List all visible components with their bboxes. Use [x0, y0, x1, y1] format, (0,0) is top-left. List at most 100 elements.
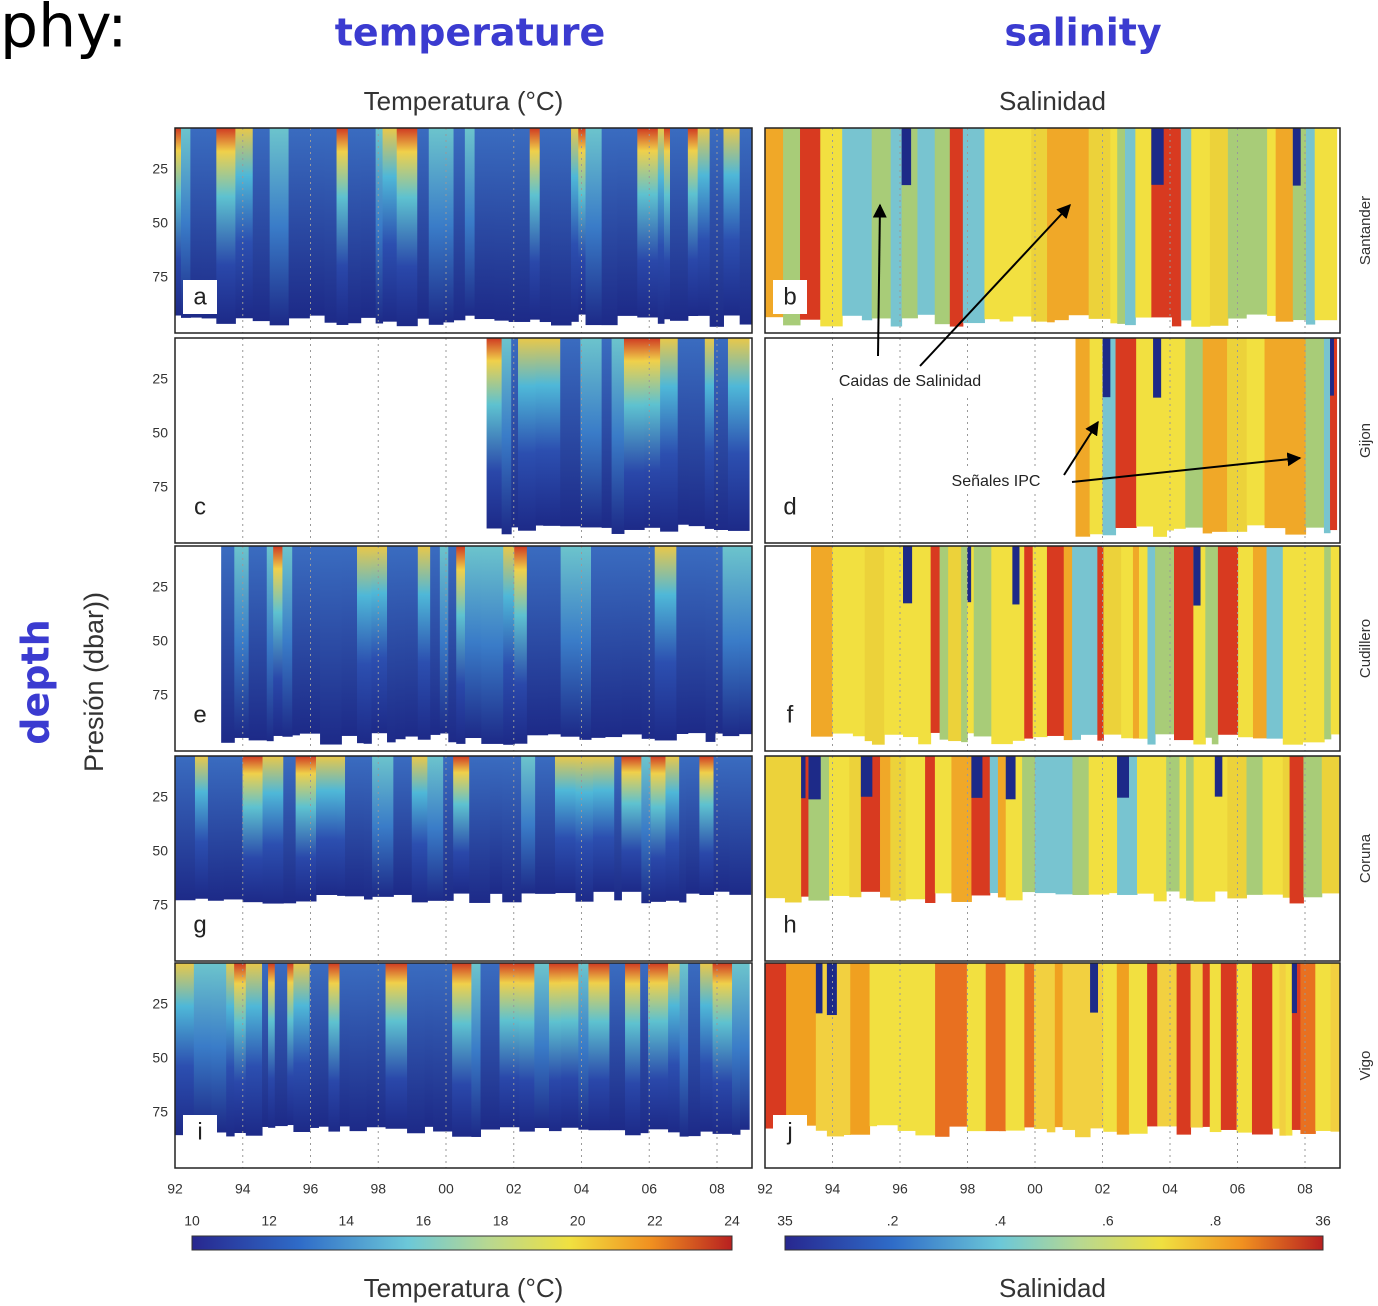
field-stripe	[405, 546, 419, 737]
field-stripe	[283, 756, 297, 904]
field-stripe	[1285, 963, 1293, 1136]
field-stripe	[443, 128, 455, 323]
panel: f	[764, 545, 1341, 752]
field-stripe	[640, 963, 649, 1134]
panel-frame	[764, 545, 1341, 752]
field-stripe	[309, 128, 326, 316]
field-stripe	[393, 756, 413, 895]
field-stripe	[464, 128, 476, 316]
panel-letter: c	[194, 493, 206, 520]
field-stripe	[1153, 756, 1167, 902]
field-stripe	[1300, 963, 1316, 1134]
x-tick-label: 08	[709, 1181, 725, 1197]
panel-letter-box	[773, 1115, 807, 1149]
field-stripe	[786, 963, 804, 1127]
field-stripe	[1323, 338, 1331, 534]
field-stripe	[1193, 756, 1216, 902]
field-stripe	[1088, 756, 1110, 895]
panel-letter-box	[183, 280, 217, 314]
column-title: Salinidad	[999, 86, 1106, 116]
field-stripe	[1116, 963, 1130, 1135]
field-stripe	[591, 546, 606, 738]
field-stripe	[223, 756, 244, 900]
low-salinity	[1214, 756, 1223, 797]
field-stripe	[339, 963, 351, 1127]
field-stripe	[641, 546, 656, 739]
field-stripe	[234, 963, 247, 1134]
field-stripe	[729, 756, 752, 895]
y-tick-label: 75	[152, 479, 168, 495]
field-stripe	[985, 963, 1000, 1132]
field-stripe	[601, 128, 618, 326]
station-label: Vigo	[1357, 1051, 1374, 1081]
field-stripe	[654, 546, 677, 741]
y-tick-label: 75	[152, 897, 168, 913]
field-stripe	[387, 546, 396, 743]
field-stripe	[1246, 338, 1266, 526]
left-heading: temperature	[335, 11, 606, 55]
field-stripe	[871, 128, 892, 319]
field-stripe	[973, 546, 992, 737]
field-stripe	[890, 756, 907, 901]
field-stripe	[580, 338, 603, 528]
field-stripe	[930, 546, 941, 733]
field-stripe	[765, 756, 786, 899]
low-salinity	[1117, 756, 1130, 798]
field-stripe	[345, 756, 365, 897]
field-stripe	[714, 546, 724, 734]
panel-letter-box	[773, 698, 807, 732]
field-stripe	[396, 128, 418, 327]
panel: i	[174, 962, 753, 1169]
field-stripe	[876, 963, 899, 1126]
field-stripe	[1176, 963, 1192, 1135]
colorbar-tick-label: 20	[570, 1213, 586, 1229]
field-stripe	[623, 338, 645, 530]
field-stripe	[309, 963, 319, 1128]
field-stripe	[1289, 756, 1304, 904]
field-stripe	[1128, 963, 1148, 1134]
field-stripe	[579, 546, 592, 740]
x-tick-label: 00	[438, 1181, 454, 1197]
field-stripe	[880, 756, 891, 898]
panel-letter: i	[197, 1118, 202, 1145]
field-stripe	[1132, 546, 1140, 739]
field-stripe	[1330, 546, 1341, 735]
low-salinity	[971, 756, 983, 798]
field-stripe	[554, 756, 577, 894]
field-stripe	[1262, 756, 1284, 895]
colorbar-tick-label: 22	[647, 1213, 663, 1229]
low-salinity	[1292, 128, 1301, 186]
field-stripe	[548, 963, 562, 1132]
field-stripe	[469, 756, 491, 903]
field-stripe	[915, 963, 936, 1136]
field-stripe	[820, 128, 843, 327]
field-stripe	[700, 963, 714, 1132]
field-stripe	[1012, 128, 1032, 317]
field-stripe	[783, 128, 801, 326]
panel-letter: b	[783, 283, 796, 310]
field-stripe	[966, 963, 987, 1132]
x-tick-label: 92	[757, 1181, 773, 1197]
field-stripe	[905, 756, 926, 900]
field-stripe	[433, 963, 453, 1132]
x-tick-label: 98	[960, 1181, 976, 1197]
field-stripe	[709, 128, 724, 327]
low-salinity	[826, 963, 837, 1016]
panel-letter: j	[786, 1118, 792, 1145]
x-tick-label: 06	[641, 1181, 657, 1197]
colorbar-label: Salinidad	[999, 1273, 1106, 1303]
field-stripe	[1217, 546, 1239, 735]
slide-prefix: phy:	[0, 0, 127, 62]
annotation-arrow	[919, 203, 1071, 367]
field-stripe	[989, 756, 999, 894]
field-stripe	[803, 963, 817, 1126]
field-stripe	[543, 338, 561, 526]
field-stripe	[560, 338, 581, 527]
panel-letter: f	[787, 701, 794, 728]
panel: c	[174, 337, 753, 544]
panel-letter-box	[183, 908, 217, 942]
field-stripe	[1088, 128, 1111, 319]
field-stripe	[1054, 128, 1069, 321]
y-axis-label: Presión (dbar))	[79, 592, 109, 772]
panel-frame	[174, 962, 753, 1169]
